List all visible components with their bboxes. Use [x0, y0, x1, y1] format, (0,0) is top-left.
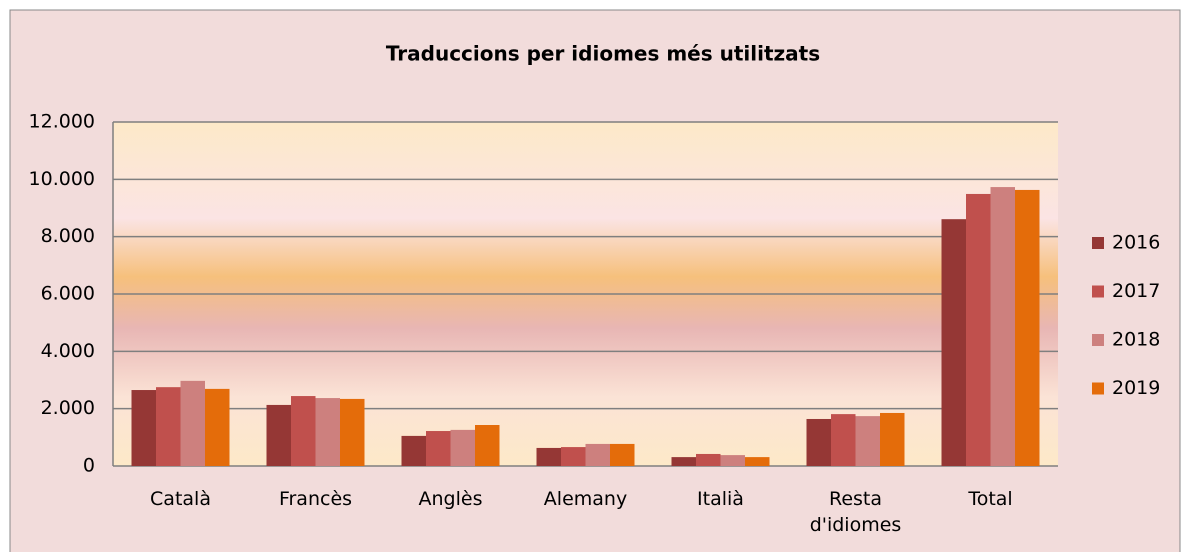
x-tick-label: Català [150, 488, 211, 510]
bar [266, 404, 291, 466]
legend-label: 2017 [1112, 280, 1160, 302]
y-tick-label: 4.000 [41, 340, 95, 362]
bar [941, 219, 966, 466]
y-tick-label: 0 [83, 455, 95, 477]
bar [990, 187, 1015, 466]
x-tick-label: Francès [278, 488, 353, 510]
chart-title: Traduccions per idiomes més utilitzats [386, 42, 820, 66]
bar [426, 431, 451, 466]
bar [475, 425, 500, 466]
bar [1015, 189, 1040, 466]
bar [291, 396, 316, 466]
bar [855, 416, 880, 466]
y-tick-label: 6.000 [41, 283, 95, 305]
bar [720, 455, 745, 466]
x-tick-label: Resta d'idiomes [809, 488, 902, 536]
legend-label: 2018 [1112, 329, 1160, 351]
x-tick-label: Alemany [543, 488, 628, 510]
legend-swatch [1092, 334, 1104, 346]
bar [745, 457, 770, 466]
x-tick-label: Total [968, 488, 1013, 510]
bar [671, 457, 696, 466]
y-tick-label: 8.000 [41, 225, 95, 247]
bar [401, 435, 426, 466]
bar [585, 443, 610, 466]
bar [966, 193, 991, 466]
legend-swatch [1092, 285, 1104, 298]
bar [340, 398, 365, 466]
legend-label: 2019 [1112, 377, 1160, 399]
bar [450, 429, 475, 466]
legend-swatch [1092, 382, 1104, 395]
bar [806, 418, 831, 466]
bar [561, 447, 586, 466]
y-tick-label: 10.000 [29, 168, 95, 190]
x-tick-label: Anglès [418, 488, 483, 510]
bar [156, 387, 181, 466]
bar [831, 414, 856, 466]
bar [610, 443, 635, 466]
x-tick-label: Italià [697, 488, 744, 510]
bar [536, 447, 561, 466]
bar [205, 388, 230, 466]
bar [180, 380, 205, 466]
bar [696, 453, 721, 466]
legend-swatch [1092, 237, 1104, 249]
y-tick-label: 2.000 [41, 397, 95, 419]
legend-label: 2016 [1112, 232, 1160, 254]
bar [315, 398, 340, 466]
bar [131, 390, 156, 466]
y-tick-label: 12.000 [29, 111, 95, 133]
bar [880, 412, 905, 466]
